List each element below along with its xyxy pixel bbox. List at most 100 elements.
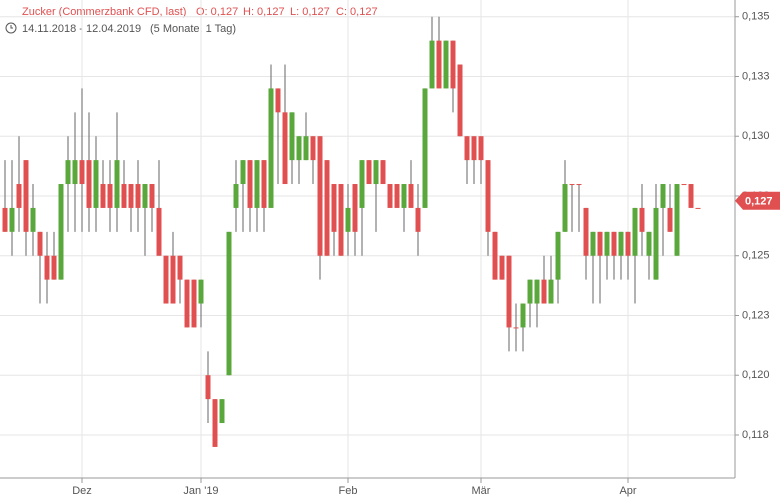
candle-body [660, 184, 666, 208]
candle-body [359, 160, 365, 208]
candle-body [541, 279, 547, 304]
candle-body [51, 255, 57, 280]
candle-body [198, 279, 204, 304]
candle-body [394, 184, 400, 208]
candle-body [513, 327, 519, 329]
candle-body [338, 184, 344, 256]
candle-body [275, 88, 281, 113]
candle-body [247, 160, 253, 208]
y-tick-label: 0,130 [742, 130, 770, 142]
y-tick-label: 0,120 [742, 369, 770, 381]
candle-body [289, 112, 295, 161]
chart-title: Zucker (Commerzbank CFD, last) [22, 6, 186, 18]
candle-body [93, 160, 99, 208]
candle-body [261, 160, 267, 208]
candle-body [485, 160, 491, 232]
header: Zucker (Commerzbank CFD, last) O: 0,127 … [5, 6, 378, 35]
candle-body [240, 160, 246, 185]
candle-body [555, 231, 561, 280]
candle-body [142, 184, 148, 208]
candle-body [114, 160, 120, 208]
candle-body [163, 255, 169, 304]
ohlc-label: H: 0,127 [243, 6, 285, 18]
candle-body [254, 160, 260, 208]
candle-body [72, 160, 78, 185]
x-tick-label: Dez [72, 485, 92, 497]
candle-body [653, 207, 659, 280]
x-tick-label: Feb [339, 485, 358, 497]
candle-body [408, 184, 414, 208]
y-tick-label: 0,135 [742, 11, 770, 23]
candle-body [457, 64, 463, 137]
candle-body [499, 255, 505, 280]
last-price-label: 0,127 [745, 196, 773, 208]
candle-body [37, 231, 43, 256]
candle-body [177, 255, 183, 280]
candle-body [520, 303, 526, 328]
candle-body [688, 184, 694, 208]
candle-body [422, 88, 428, 208]
candle-body [121, 184, 127, 208]
candle-body [625, 231, 631, 256]
candle-body [226, 231, 232, 376]
candle-body [548, 279, 554, 304]
candle-body [618, 231, 624, 256]
candle-body [317, 136, 323, 256]
y-tick-label: 0,123 [742, 309, 770, 321]
candle-body [450, 40, 456, 89]
candle-body [597, 231, 603, 256]
candle-body [58, 184, 64, 280]
candle-body [16, 184, 22, 208]
candle-body [492, 231, 498, 280]
candle-body [695, 207, 701, 209]
clock-hands [10, 25, 13, 29]
x-tick-label: Mär [472, 485, 491, 497]
candle-body [681, 184, 687, 186]
ohlc-label: C: 0,127 [336, 6, 378, 18]
candle-body [219, 399, 225, 424]
candle-body [128, 184, 134, 208]
x-tick-label: Jan '19 [183, 485, 218, 497]
candle-body [282, 112, 288, 185]
x-tick-label: Apr [619, 485, 636, 497]
candle-body [345, 207, 351, 232]
clock-icon [5, 22, 17, 34]
plot [0, 0, 735, 478]
candle-body [506, 255, 512, 328]
candle-body [569, 184, 575, 186]
candle-body [268, 88, 274, 208]
candle-body [576, 184, 582, 186]
candle-body [324, 160, 330, 256]
candle-body [639, 207, 645, 232]
candle-body [296, 136, 302, 161]
candle-body [471, 136, 477, 161]
candle-body [156, 207, 162, 256]
candle-body [604, 231, 610, 256]
ohlc-label: O: 0,127 [196, 6, 238, 18]
candle-body [86, 160, 92, 208]
candle-body [583, 207, 589, 256]
candle-body [100, 184, 106, 208]
candle-body [191, 279, 197, 328]
candle-body [632, 207, 638, 256]
candle-body [310, 136, 316, 161]
candle-body [65, 160, 71, 185]
candle-body [331, 184, 337, 232]
candle-body [387, 184, 393, 208]
candle-body [352, 184, 358, 232]
candle-body [184, 279, 190, 328]
candle-body [443, 40, 449, 89]
candle-body [2, 207, 8, 232]
candle-body [527, 279, 533, 304]
candle-body [674, 184, 680, 256]
y-tick-label: 0,125 [742, 250, 770, 262]
y-tick-label: 0,133 [742, 70, 770, 82]
period: (5 Monate, 1 Tag) [150, 23, 236, 35]
last-price-badge [735, 191, 780, 210]
candle-body [667, 207, 673, 232]
candle-body [30, 207, 36, 232]
candle-body [562, 184, 568, 232]
candle-body [590, 231, 596, 256]
